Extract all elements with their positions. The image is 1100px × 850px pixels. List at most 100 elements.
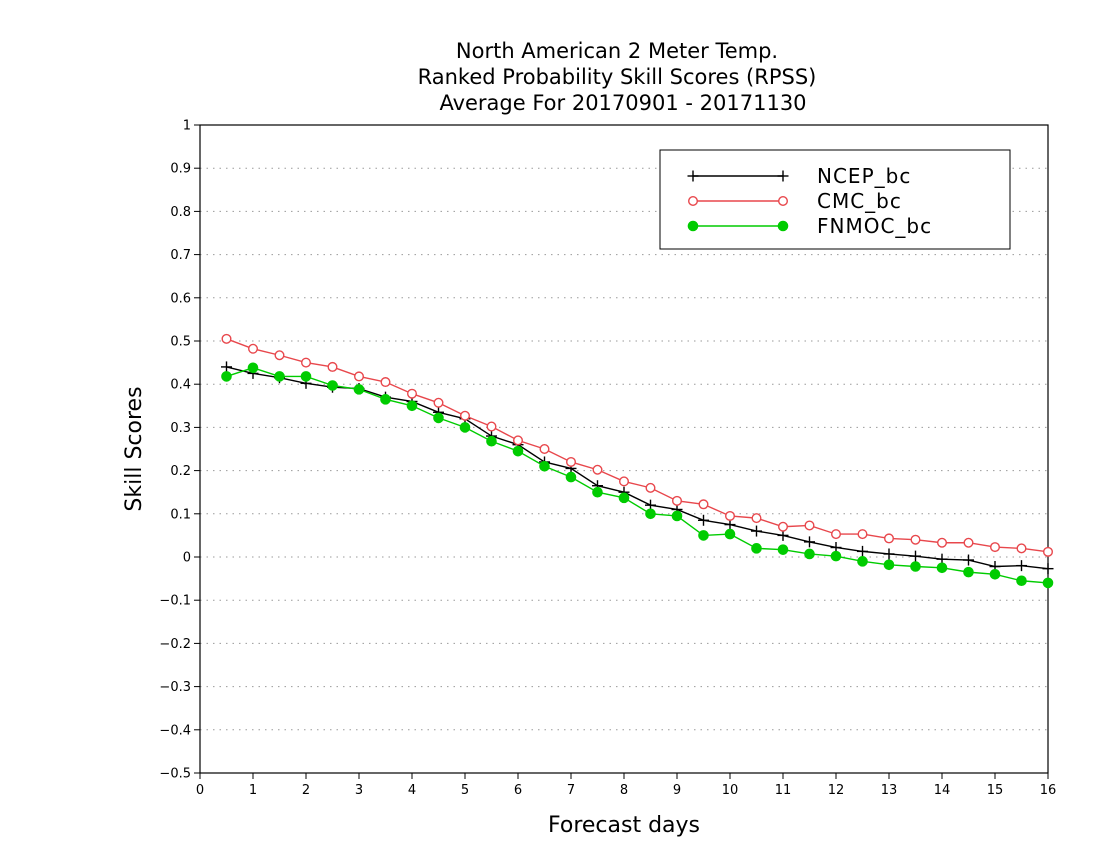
title-line-1: North American 2 Meter Temp.: [456, 39, 778, 63]
x-tick-label: 10: [722, 783, 739, 798]
data-point-fnmoc-bc: [963, 566, 974, 578]
data-point-ncep-bc: [221, 361, 232, 373]
title-line-3: Average For 20170901 - 20171130: [439, 91, 806, 115]
data-point-fnmoc-bc: [459, 422, 471, 433]
data-point-fnmoc-bc: [857, 556, 868, 567]
data-point-cmc-bc: [407, 388, 418, 399]
data-point-fnmoc-bc: [936, 562, 948, 574]
legend-label: NCEP_bc: [817, 164, 911, 188]
x-tick-label: 1: [249, 783, 257, 798]
data-point-cmc-bc: [221, 333, 232, 344]
data-point-cmc-bc: [1042, 546, 1053, 557]
x-tick-label: 7: [567, 783, 575, 798]
y-tick-label: 0.4: [170, 378, 191, 393]
x-tick-label: 12: [828, 783, 845, 798]
chart-title: North American 2 Meter Temp. Ranked Prob…: [418, 39, 817, 115]
x-tick-label: 0: [196, 783, 204, 798]
data-point-cmc-bc: [566, 456, 577, 467]
legend-marker: [688, 195, 699, 206]
y-tick-label: −0.1: [159, 594, 191, 609]
data-point-fnmoc-bc: [777, 544, 789, 555]
data-point-ncep-bc: [698, 514, 709, 526]
series-fnmoc-bc: [221, 362, 1054, 589]
y-tick-label: 0: [183, 551, 191, 566]
data-point-fnmoc-bc: [698, 530, 709, 541]
gridlines: [200, 167, 1048, 731]
legend-marker: [687, 170, 699, 182]
data-point-fnmoc-bc: [539, 460, 550, 472]
data-point-cmc-bc: [698, 499, 709, 510]
y-tick-label: 1: [183, 119, 191, 134]
data-point-fnmoc-bc: [565, 471, 577, 483]
data-point-fnmoc-bc: [883, 559, 895, 571]
series-line-cmc-bc: [226, 338, 1049, 553]
x-tick-label: 3: [355, 783, 363, 798]
data-point-fnmoc-bc: [380, 394, 391, 405]
data-point-fnmoc-bc: [327, 380, 338, 391]
data-point-cmc-bc: [486, 421, 497, 432]
data-point-fnmoc-bc: [247, 362, 259, 374]
data-point-ncep-bc: [963, 554, 974, 566]
data-point-cmc-bc: [831, 529, 842, 540]
data-point-fnmoc-bc: [1042, 577, 1054, 589]
series-line-ncep-bc: [226, 366, 1049, 570]
data-point-cmc-bc: [460, 410, 471, 421]
y-tick-label: −0.4: [159, 723, 191, 738]
data-point-fnmoc-bc: [592, 486, 603, 498]
data-point-fnmoc-bc: [751, 543, 762, 554]
x-tick-label: 14: [934, 783, 951, 798]
x-axis-title: Forecast days: [548, 813, 700, 838]
data-point-cmc-bc: [433, 397, 444, 408]
data-point-ncep-bc: [804, 536, 815, 548]
data-point-fnmoc-bc: [830, 550, 842, 562]
data-point-ncep-bc: [1016, 560, 1027, 572]
y-tick-label: 0.5: [170, 335, 191, 350]
legend-box: [659, 149, 1011, 250]
data-point-ncep-bc: [883, 548, 895, 560]
x-tick-label: 15: [987, 783, 1004, 798]
data-point-cmc-bc: [778, 521, 789, 532]
data-point-cmc-bc: [301, 357, 312, 368]
data-point-cmc-bc: [247, 343, 258, 354]
data-point-cmc-bc: [354, 371, 365, 382]
data-point-cmc-bc: [857, 529, 868, 540]
data-point-cmc-bc: [539, 444, 550, 455]
y-axis: 1 0.9 0.8 0.7 0.6 0.5 0.4 0.3 0.2 0.1 0 −0.1 −0.2 −0.…: [159, 119, 200, 782]
data-point-cmc-bc: [804, 520, 815, 531]
data-point-cmc-bc: [672, 495, 683, 506]
data-point-fnmoc-bc: [353, 384, 365, 395]
x-axis: 0 1 2 3 4 5 6 7 8 9 10 11 12 13 14 15 16: [196, 773, 1056, 798]
data-point-fnmoc-bc: [433, 412, 444, 424]
data-point-fnmoc-bc: [618, 492, 630, 504]
x-tick-label: 5: [461, 783, 469, 798]
y-tick-label: 0.3: [170, 421, 191, 436]
x-tick-label: 16: [1040, 783, 1057, 798]
legend-marker: [777, 170, 789, 182]
y-tick-label: 0.9: [170, 162, 191, 177]
data-point-cmc-bc: [274, 350, 285, 361]
data-point-fnmoc-bc: [645, 508, 656, 520]
data-point-cmc-bc: [619, 476, 630, 487]
data-point-fnmoc-bc: [724, 528, 736, 540]
data-point-cmc-bc: [327, 361, 338, 372]
data-point-fnmoc-bc: [1016, 575, 1027, 587]
series-line-fnmoc-bc: [226, 367, 1049, 584]
x-tick-label: 4: [408, 783, 416, 798]
data-point-cmc-bc: [990, 542, 1001, 553]
series-layer: [221, 333, 1054, 589]
data-point-fnmoc-bc: [406, 400, 418, 412]
x-tick-label: 11: [775, 783, 792, 798]
data-point-cmc-bc: [380, 377, 391, 388]
data-point-fnmoc-bc: [804, 548, 815, 560]
series-ncep-bc: [221, 361, 1054, 575]
y-tick-label: −0.2: [159, 637, 191, 652]
data-point-cmc-bc: [1016, 543, 1027, 554]
data-point-fnmoc-bc: [671, 510, 683, 522]
x-tick-label: 2: [302, 783, 310, 798]
legend-marker: [777, 220, 789, 232]
legend-entry-ncep-bc: NCEP_bc: [687, 164, 911, 188]
data-point-cmc-bc: [884, 533, 895, 544]
data-point-cmc-bc: [645, 482, 656, 493]
legend-entry-cmc-bc: CMC_bc: [688, 189, 901, 213]
